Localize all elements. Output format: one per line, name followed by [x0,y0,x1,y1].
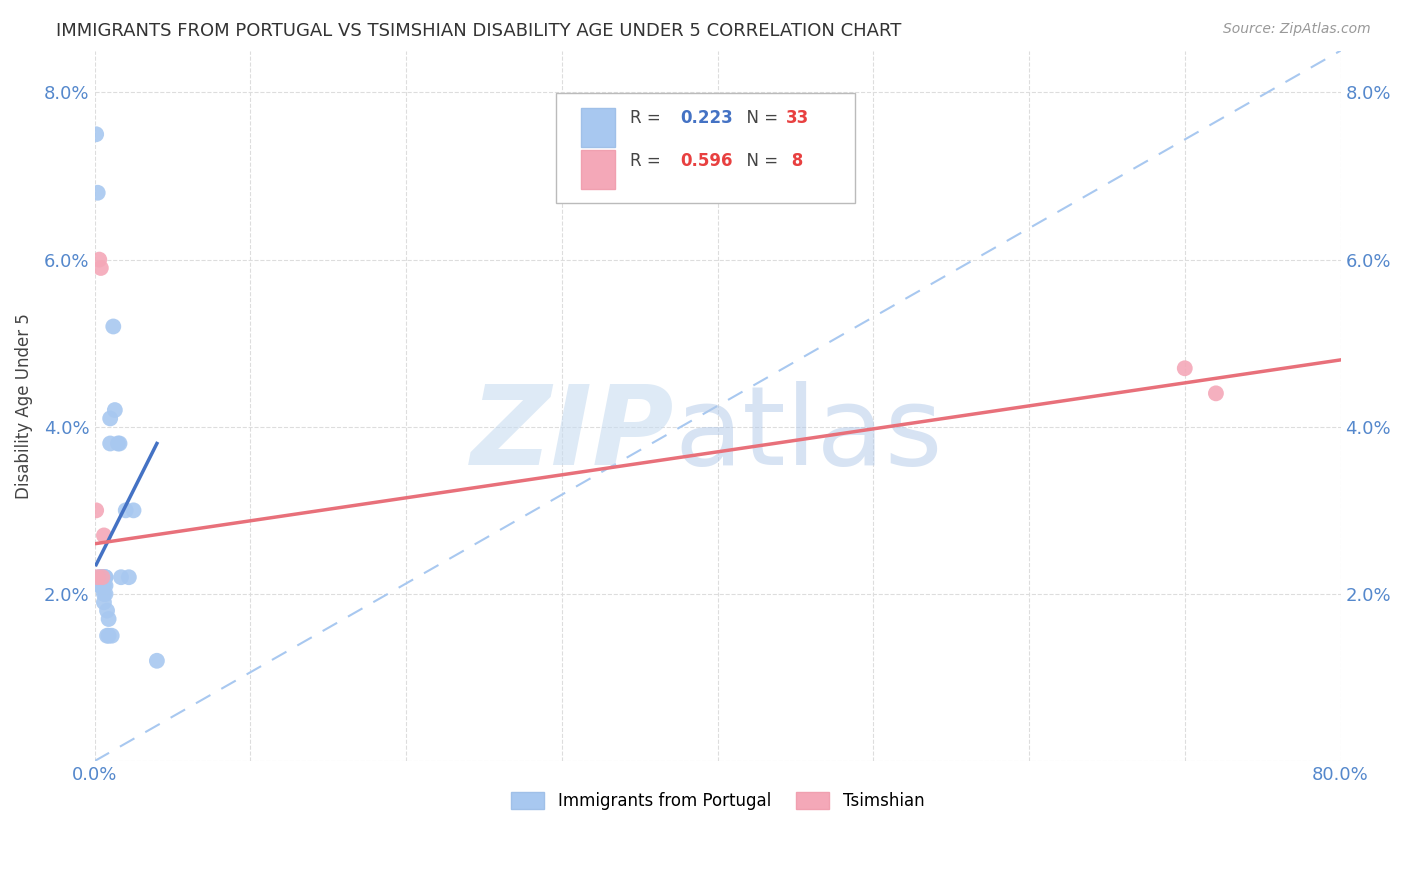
Y-axis label: Disability Age Under 5: Disability Age Under 5 [15,313,32,499]
Point [89,570,111,584]
Point [91,570,114,584]
Point [104,403,127,417]
Text: 0.223: 0.223 [681,109,733,128]
Point [98,436,121,450]
Point [96,604,118,618]
Text: atlas: atlas [673,381,942,488]
Point [93,570,115,584]
Point [91,570,114,584]
Point [98,411,121,425]
Point [97,629,120,643]
Point [94,578,117,592]
Text: 8: 8 [786,152,803,169]
Text: 33: 33 [786,109,810,128]
FancyBboxPatch shape [555,94,855,203]
Point [93,595,115,609]
Point [94,570,117,584]
Point [96,629,118,643]
Point [90,578,112,592]
Point [93,578,115,592]
Point [84,128,107,142]
Text: R =: R = [630,152,666,169]
Text: R =: R = [630,109,666,128]
Point [103,319,125,334]
Point [107,436,129,450]
Point [94,570,117,584]
Bar [581,108,616,146]
Text: ZIP: ZIP [471,381,673,488]
Point [93,587,115,601]
Point [114,503,136,517]
Text: 0.596: 0.596 [681,152,733,169]
Point [100,629,122,643]
Point [118,570,141,584]
Point [146,654,169,668]
Point [97,612,120,626]
Point [93,528,115,542]
Point [90,260,112,275]
Point [1205,386,1227,401]
Point [89,252,111,267]
Point [86,570,108,584]
Point [91,570,114,584]
Point [110,570,132,584]
Point [84,503,107,517]
Point [1174,361,1197,376]
Point [122,503,145,517]
Legend: Immigrants from Portugal, Tsimshian: Immigrants from Portugal, Tsimshian [505,785,931,817]
Text: N =: N = [737,152,783,169]
Point [91,578,114,592]
Text: Source: ZipAtlas.com: Source: ZipAtlas.com [1223,22,1371,37]
Point [108,436,131,450]
Text: IMMIGRANTS FROM PORTUGAL VS TSIMSHIAN DISABILITY AGE UNDER 5 CORRELATION CHART: IMMIGRANTS FROM PORTUGAL VS TSIMSHIAN DI… [56,22,901,40]
Point [89,578,111,592]
Point [90,570,112,584]
Point [94,587,117,601]
Point [86,186,108,200]
Bar [581,150,616,189]
Text: N =: N = [737,109,783,128]
